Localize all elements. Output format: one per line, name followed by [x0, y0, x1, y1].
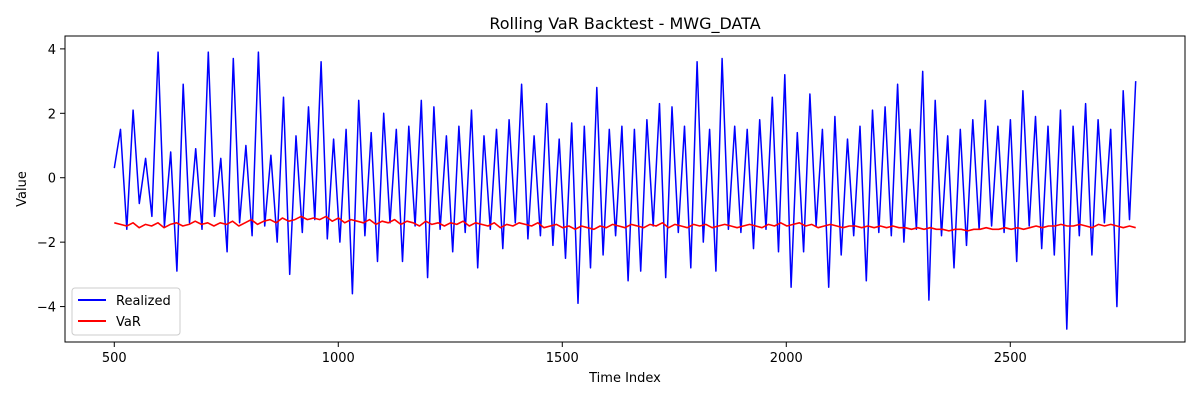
x-tick-label: 2500	[994, 351, 1027, 366]
axes-frame	[64, 35, 1186, 343]
x-tick-label: 1500	[546, 351, 579, 366]
chart-title: Rolling VaR Backtest - MWG_DATA	[489, 14, 760, 34]
series-line-var	[114, 215, 1136, 232]
x-tick-label: 1000	[322, 351, 355, 366]
y-axis-label: Value	[15, 171, 30, 207]
plot-area	[64, 35, 1186, 343]
y-tick-label: 0	[48, 172, 56, 187]
y-tick-label: −4	[37, 301, 56, 316]
x-tick-label: 2000	[770, 351, 803, 366]
series-layer	[113, 51, 1137, 330]
x-tick-label: 500	[102, 351, 127, 366]
x-axis-label: Time Index	[588, 371, 661, 386]
series-line-realized	[113, 51, 1137, 330]
legend-var-label: VaR	[116, 315, 141, 330]
y-tick-label: 4	[48, 43, 56, 58]
legend: Realized VaR	[71, 287, 181, 336]
x-axis-ticks: 500 1000 1500 2000 2500	[102, 342, 1027, 366]
y-tick-label: 2	[48, 107, 56, 122]
y-tick-label: −2	[37, 236, 56, 251]
y-axis-ticks: −4 −2 0 2 4	[37, 43, 65, 316]
legend-realized-label: Realized	[116, 294, 171, 309]
